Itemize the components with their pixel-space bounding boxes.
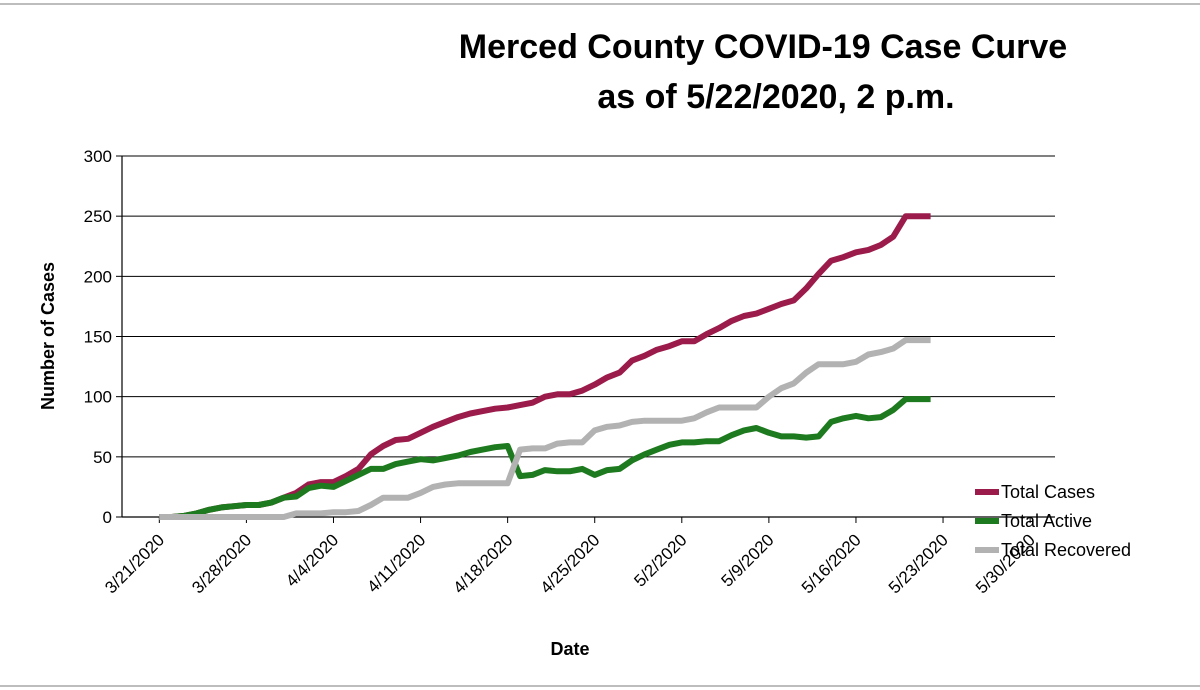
chart-title: Merced County COVID-19 Case Curve [459,28,1067,66]
y-tick-label: 200 [84,267,112,286]
y-tick-label: 250 [84,207,112,226]
gridlines [122,155,1055,458]
legend-label: Total Recovered [1001,540,1131,560]
y-tick-label: 150 [84,328,112,347]
y-tick-labels: 0 50 100 150 200 250 300 [84,147,112,527]
series-line-total-active [159,396,931,520]
y-tick-label: 100 [84,388,112,407]
y-tick-label: 300 [84,147,112,166]
x-axis-title: Date [550,639,589,659]
legend-label: Total Active [1001,511,1092,531]
series-line-total-recovered [159,337,931,520]
legend-label: Total Cases [1001,482,1095,502]
chart-subtitle: as of 5/22/2020, 2 p.m. [597,78,954,116]
y-tick-label: 50 [93,448,112,467]
legend: Total Cases Total Active Total Recovered [975,482,1131,560]
series-lines [159,213,931,520]
y-tick-label: 0 [103,508,112,527]
y-axis-title: Number of Cases [38,262,58,410]
